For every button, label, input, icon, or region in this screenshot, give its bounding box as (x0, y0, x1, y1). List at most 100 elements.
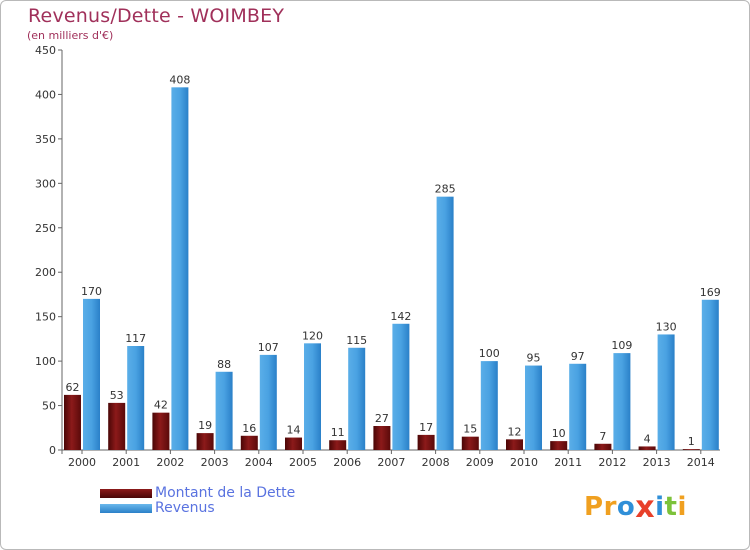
data-labels: 6217053117424081988161071412011115271421… (66, 73, 721, 448)
bars-group (64, 87, 719, 450)
x-tick-label: 2003 (201, 456, 229, 469)
data-label-dette: 53 (110, 389, 124, 402)
y-tick-label: 50 (42, 400, 56, 413)
logo-letter: x (635, 490, 656, 525)
bar-revenus (613, 353, 631, 450)
bar-revenus (348, 347, 366, 450)
logo-letter: P (584, 492, 604, 522)
data-label-revenus: 142 (390, 310, 411, 323)
bar-dette (373, 426, 391, 450)
data-label-dette: 12 (508, 425, 522, 438)
bar-dette (196, 433, 214, 450)
data-label-revenus: 107 (258, 341, 279, 354)
data-label-dette: 14 (287, 424, 301, 437)
x-tick-label: 2000 (68, 456, 96, 469)
data-label-dette: 19 (198, 419, 212, 432)
data-label-revenus: 120 (302, 329, 323, 342)
y-tick-label: 350 (35, 133, 56, 146)
logo-letter: i (677, 492, 687, 522)
data-label-dette: 4 (644, 432, 651, 445)
axes: 0 50 100 150 200 250 300 350 400 450 2000 2001 2002 2… (35, 44, 720, 469)
bar-dette (64, 394, 81, 450)
data-label-revenus: 169 (700, 286, 721, 299)
bar-revenus (171, 87, 189, 450)
bar-revenus (83, 298, 100, 450)
x-tick-label: 2011 (554, 456, 582, 469)
bar-dette (285, 437, 302, 450)
y-tick-label: 0 (49, 444, 56, 457)
y-tick-label: 450 (35, 44, 56, 57)
x-tick-label: 2010 (510, 456, 538, 469)
bar-revenus (127, 346, 145, 450)
bar-revenus (215, 371, 233, 450)
bar-dette (329, 440, 347, 450)
data-label-revenus: 115 (346, 334, 367, 347)
bar-revenus (657, 334, 675, 450)
logo-letter: t (664, 492, 678, 522)
x-tick-label: 2013 (643, 456, 671, 469)
data-label-dette: 10 (552, 427, 566, 440)
bar-dette (152, 412, 170, 450)
x-tick-label: 2005 (289, 456, 317, 469)
x-tick-label: 2008 (422, 456, 450, 469)
x-tick-label: 2007 (377, 456, 405, 469)
bar-revenus (436, 196, 454, 450)
bar-dette (506, 439, 523, 450)
data-label-dette: 15 (463, 423, 477, 436)
y-tick-label: 400 (35, 88, 56, 101)
x-tick-label: 2004 (245, 456, 273, 469)
data-label-revenus: 285 (435, 183, 456, 196)
x-tick-label: 2012 (598, 456, 626, 469)
y-tick-label: 150 (35, 311, 56, 324)
y-tick-label: 300 (35, 177, 56, 190)
bar-dette (594, 443, 612, 450)
data-label-revenus: 109 (611, 339, 632, 352)
legend-label-dette: Montant de la Dette (155, 485, 296, 501)
bar-revenus (569, 363, 587, 450)
legend-swatch-revenus (100, 504, 152, 513)
bar-revenus (259, 354, 277, 450)
bar-dette (682, 449, 700, 450)
data-label-revenus: 88 (217, 358, 231, 371)
logo-letter: i (655, 492, 665, 522)
x-tick-label: 2002 (156, 456, 184, 469)
x-tick-label: 2009 (466, 456, 494, 469)
bar-revenus (525, 365, 542, 450)
data-label-revenus: 408 (169, 73, 190, 86)
logo-letter: r (603, 492, 617, 522)
data-label-dette: 42 (154, 399, 168, 412)
logo-letter: o (616, 492, 636, 522)
data-label-dette: 17 (419, 421, 433, 434)
chart-subtitle: (en milliers d'€) (27, 29, 114, 42)
bar-revenus (392, 323, 410, 450)
proxiti-logo: Proxiti (584, 488, 687, 525)
bar-dette (417, 434, 435, 450)
x-tick-label: 2001 (112, 456, 140, 469)
data-label-revenus: 117 (125, 332, 146, 345)
bar-dette (461, 436, 479, 450)
bar-dette (638, 446, 656, 450)
x-tick-label: 2014 (687, 456, 715, 469)
legend-swatch-dette (100, 489, 152, 498)
data-label-revenus: 130 (656, 320, 677, 333)
bar-revenus (480, 361, 498, 450)
chart-title: Revenus/Dette - WOIMBEY (28, 5, 285, 27)
x-tick-label: 2006 (333, 456, 361, 469)
y-tick-label: 250 (35, 222, 56, 235)
bar-dette (240, 435, 258, 450)
data-label-revenus: 100 (479, 347, 500, 360)
data-label-dette: 27 (375, 412, 389, 425)
data-label-revenus: 170 (81, 285, 102, 298)
legend-label-revenus: Revenus (155, 500, 215, 516)
data-label-revenus: 97 (571, 350, 585, 363)
bar-revenus (701, 299, 719, 450)
data-label-dette: 62 (66, 381, 80, 394)
data-label-dette: 7 (599, 430, 606, 443)
bar-revenus (304, 343, 321, 450)
data-label-revenus: 95 (527, 352, 541, 365)
y-tick-label: 100 (35, 355, 56, 368)
data-label-dette: 11 (331, 426, 345, 439)
data-label-dette: 16 (242, 422, 256, 435)
